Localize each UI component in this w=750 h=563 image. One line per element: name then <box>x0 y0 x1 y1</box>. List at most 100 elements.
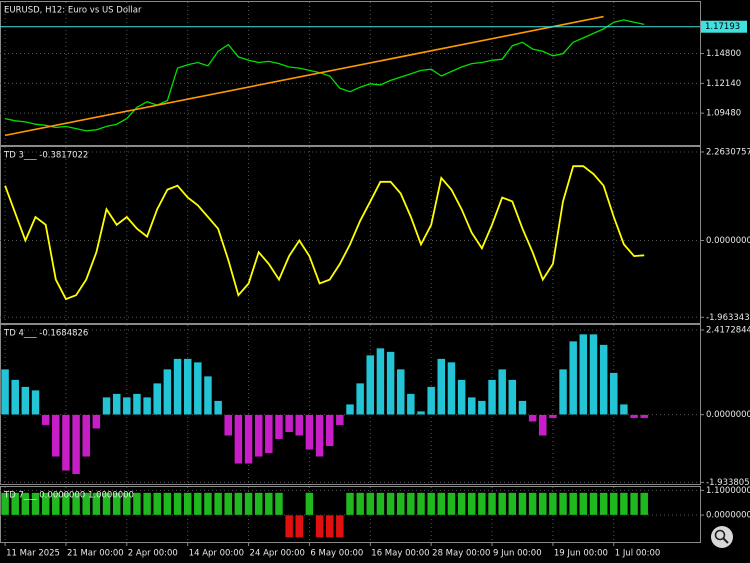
histogram-bar <box>254 492 263 516</box>
histogram-bar <box>345 492 355 516</box>
histogram-bar <box>21 492 30 516</box>
panel-title: TD 3___ -0.3817022 <box>3 151 88 161</box>
histogram-bar <box>244 414 253 464</box>
histogram-bar <box>71 414 81 475</box>
histogram-bar <box>355 492 365 516</box>
histogram-bar <box>619 403 629 415</box>
histogram-bar <box>305 492 314 516</box>
price-level-box <box>701 20 747 33</box>
histogram-bar <box>508 492 517 516</box>
histogram-bar <box>193 492 202 516</box>
histogram-bar <box>163 492 172 516</box>
histogram-bar <box>558 368 568 415</box>
histogram-bar <box>487 379 497 415</box>
histogram-bar <box>579 333 588 415</box>
histogram-bar <box>437 358 446 415</box>
x-tick-label: 16 May 00:00 <box>371 549 429 559</box>
histogram-bar <box>457 379 466 415</box>
x-tick-label: 11 Mar 2025 <box>6 549 60 559</box>
panel-title: EURUSD, H12: Euro vs US Dollar <box>4 6 142 16</box>
y-tick-label: -1.9633437 <box>706 313 750 323</box>
histogram-bar <box>589 333 598 415</box>
histogram-bar <box>51 414 60 457</box>
histogram-bar <box>599 344 608 415</box>
histogram-bar <box>183 492 192 516</box>
histogram-bar <box>0 492 10 516</box>
histogram-bar <box>477 400 487 415</box>
histogram-bar <box>254 414 263 457</box>
histogram-bar <box>508 379 517 415</box>
histogram-bar <box>61 414 71 471</box>
histogram-bar <box>538 414 547 436</box>
histogram-bar <box>498 368 507 415</box>
histogram-bar <box>224 414 233 436</box>
histogram-bar <box>416 492 426 516</box>
histogram-bar <box>396 492 405 516</box>
histogram-bar <box>589 492 598 516</box>
zoom-button[interactable] <box>711 526 733 548</box>
histogram-bar <box>51 492 60 516</box>
histogram-bar <box>264 414 273 454</box>
histogram-bar <box>92 492 101 516</box>
histogram-bar <box>629 414 639 419</box>
price-line <box>4 19 645 132</box>
y-tick-label: 1.14800 <box>706 49 741 59</box>
histogram-bar <box>61 492 71 516</box>
panel-frame <box>0 1 701 146</box>
histogram-bar <box>376 347 385 415</box>
histogram-bar <box>528 414 537 422</box>
histogram-bar <box>569 340 578 415</box>
y-tick-label: 0.0000000 <box>706 410 750 420</box>
x-tick-label: 24 Apr 00:00 <box>250 549 305 559</box>
histogram-bar <box>406 393 416 415</box>
histogram-bar <box>82 414 91 457</box>
histogram-bar <box>31 492 40 516</box>
histogram-bar <box>264 492 273 516</box>
histogram-bar <box>386 492 395 516</box>
histogram-bar <box>224 492 233 516</box>
histogram-bar <box>386 351 395 415</box>
histogram-bar <box>427 386 436 415</box>
histogram-bar <box>122 396 131 415</box>
histogram-bar <box>213 400 223 415</box>
panel-title: TD 7___ 0.0000000 1.0000000 <box>3 491 134 501</box>
histogram-bar <box>498 492 507 516</box>
histogram-bar <box>274 492 284 516</box>
histogram-bar <box>528 492 537 516</box>
histogram-bar <box>640 492 649 516</box>
y-tick-label: 2.2630757 <box>706 147 750 157</box>
histogram-bar <box>183 358 192 415</box>
histogram-bar <box>92 414 101 429</box>
histogram-bar <box>11 379 20 415</box>
x-tick-label: 1 Jul 00:00 <box>615 549 661 559</box>
histogram-bar <box>548 414 558 419</box>
panel-frame <box>0 324 701 485</box>
histogram-bar <box>640 414 649 419</box>
histogram-bar <box>11 492 20 516</box>
histogram-bar <box>477 492 487 516</box>
histogram-bar <box>163 368 172 415</box>
histogram-bar <box>41 414 50 426</box>
indicator-line <box>4 165 645 301</box>
x-tick-label: 28 May 00:00 <box>432 549 490 559</box>
histogram-bar <box>619 492 629 516</box>
x-tick-label: 21 Mar 00:00 <box>67 549 124 559</box>
histogram-bar <box>518 492 527 516</box>
histogram-bar <box>31 389 40 415</box>
histogram-bar <box>447 492 456 516</box>
histogram-bar <box>71 492 81 516</box>
histogram-bar <box>274 414 284 440</box>
histogram-bar <box>193 361 202 415</box>
y-tick-label: 0.0000000 <box>706 236 750 246</box>
panel-frame <box>0 486 701 543</box>
histogram-bar <box>518 400 527 415</box>
y-tick-label: 2.4172844 <box>706 325 750 335</box>
histogram-bar <box>82 492 91 516</box>
histogram-bar <box>234 414 243 464</box>
histogram-bar <box>335 514 345 538</box>
histogram-bar <box>569 492 578 516</box>
histogram-bar <box>416 410 426 415</box>
histogram-bar <box>203 375 213 415</box>
